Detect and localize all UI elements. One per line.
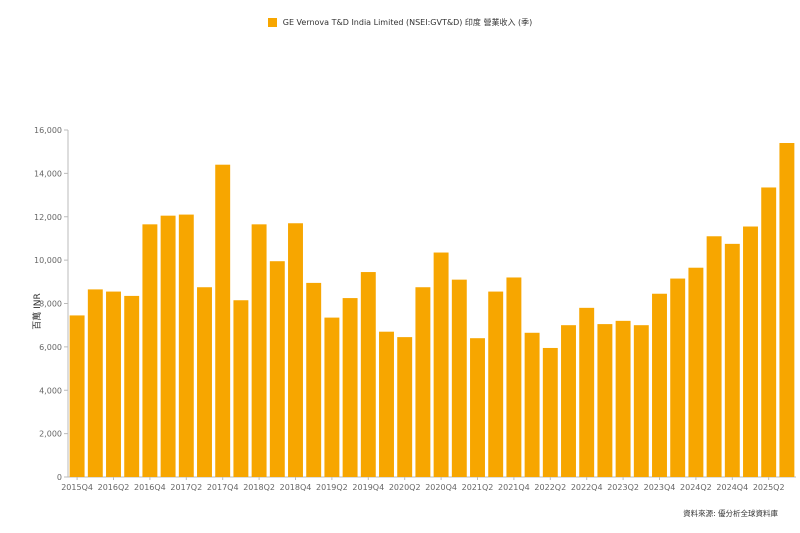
bar-2025Q3[interactable] [779,143,795,477]
x-tick-label: 2021Q4 [498,483,530,492]
bar-2025Q1[interactable] [743,226,758,477]
bar-2021Q1[interactable] [451,279,467,477]
y-tick-label: 2,000 [39,430,62,439]
y-tick-label: 14,000 [34,169,62,178]
bar-2017Q2[interactable] [178,214,194,478]
bar-2019Q3[interactable] [342,298,358,477]
bar-2024Q3[interactable] [706,236,722,477]
x-tick-label: 2017Q2 [170,483,202,492]
y-tick-label: 4,000 [39,386,62,395]
x-tick-label: 2025Q2 [753,483,785,492]
bar-2024Q4[interactable] [724,243,740,477]
x-tick-label: 2018Q4 [280,483,312,492]
bar-2021Q2[interactable] [470,338,485,477]
x-tick-label: 2023Q2 [607,483,639,492]
x-tick-label: 2016Q4 [134,483,166,492]
bar-2016Q2[interactable] [106,291,121,477]
bar-2021Q4[interactable] [506,277,522,477]
x-tick-label: 2023Q4 [644,483,676,492]
bar-2022Q2[interactable] [542,347,558,477]
bar-2017Q1[interactable] [160,215,176,477]
x-tick-label: 2022Q4 [571,483,603,492]
bar-2016Q4[interactable] [142,224,158,477]
bar-2019Q1[interactable] [306,282,322,477]
bar-2018Q2[interactable] [251,224,267,477]
x-tick-label: 2019Q2 [316,483,348,492]
bar-2020Q3[interactable] [415,287,431,477]
bar-2023Q2[interactable] [615,320,631,477]
bar-2024Q1[interactable] [670,278,686,477]
x-tick-label: 2020Q4 [425,483,457,492]
bar-2018Q3[interactable] [269,261,285,477]
bar-2019Q2[interactable] [324,317,340,477]
y-axis-label: 百萬 INR [32,293,43,330]
bar-2020Q4[interactable] [433,252,449,477]
legend[interactable]: GE Vernova T&D India Limited (NSEI:GVT&D… [0,17,800,28]
legend-swatch [267,18,277,27]
bar-2022Q4[interactable] [579,307,595,477]
x-tick-label: 2016Q2 [98,483,130,492]
y-tick-label: 12,000 [34,213,62,222]
bar-2016Q3[interactable] [124,295,140,477]
bar-2023Q4[interactable] [652,293,667,477]
x-tick-label: 2018Q2 [243,483,275,492]
bar-2020Q2[interactable] [397,337,413,477]
bar-2018Q1[interactable] [233,300,249,477]
y-tick-label: 10,000 [34,256,62,265]
bar-2022Q3[interactable] [561,325,576,477]
x-tick-label: 2021Q2 [462,483,494,492]
bar-2019Q4[interactable] [360,272,376,477]
x-tick-label: 2015Q4 [61,483,93,492]
bar-2020Q1[interactable] [379,331,394,477]
x-tick-label: 2019Q4 [352,483,384,492]
bar-2017Q3[interactable] [197,287,212,477]
bar-2025Q2[interactable] [761,187,777,478]
y-tick-label: 16,000 [34,126,62,135]
x-tick-label: 2024Q2 [680,483,712,492]
bar-2023Q1[interactable] [597,324,613,477]
bar-2022Q1[interactable] [524,332,540,477]
y-tick-label: 0 [57,473,62,482]
source-note: 資料來源: 優分析全球資料庫 [683,509,778,518]
y-tick-label: 8,000 [39,300,62,309]
x-tick-label: 2022Q2 [534,483,566,492]
bar-2018Q4[interactable] [288,223,303,477]
x-tick-label: 2024Q4 [716,483,748,492]
bar-2023Q3[interactable] [633,325,649,477]
bar-2024Q2[interactable] [688,267,704,477]
x-tick-label: 2017Q4 [207,483,239,492]
y-tick-label: 6,000 [39,343,62,352]
bar-2017Q4[interactable] [215,164,231,477]
legend-label: GE Vernova T&D India Limited (NSEI:GVT&D… [282,18,533,27]
bar-2021Q3[interactable] [488,291,504,477]
bar-2016Q1[interactable] [87,289,103,477]
x-tick-label: 2020Q2 [389,483,421,492]
bar-2015Q4[interactable] [69,315,85,477]
